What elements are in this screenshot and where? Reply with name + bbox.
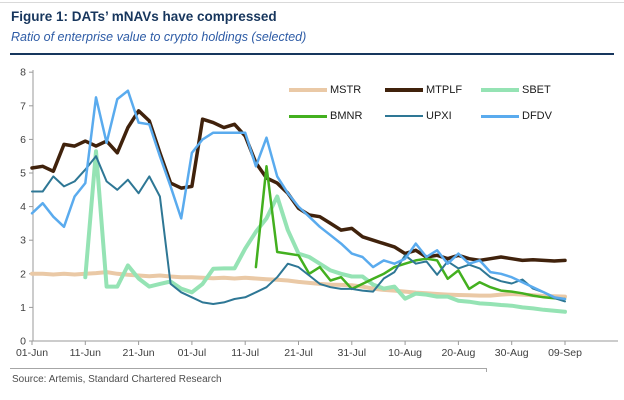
chart-legend: MSTR MTPLF SBET BMNR UPXI DFDV <box>289 77 578 129</box>
y-tick-label: 4 <box>20 201 26 213</box>
x-tick-label: 11-Jul <box>231 347 259 359</box>
legend-item-sbet: SBET <box>481 84 578 96</box>
y-tick-label: 5 <box>20 168 26 180</box>
y-tick-label: 7 <box>20 100 26 112</box>
legend-swatch-mtplf <box>385 88 423 92</box>
legend-label-dfdv: DFDV <box>522 110 552 122</box>
y-tick-label: 3 <box>20 235 26 247</box>
legend-swatch-sbet <box>481 88 519 92</box>
legend-swatch-bmnr <box>289 114 327 118</box>
x-tick-label: 20-Aug <box>441 347 475 359</box>
legend-label-mtplf: MTPLF <box>426 84 463 96</box>
source-divider-end <box>486 368 487 372</box>
legend-item-bmnr: BMNR <box>289 110 385 122</box>
source-note: Source: Artemis, Standard Chartered Rese… <box>12 374 222 385</box>
legend-item-dfdv: DFDV <box>481 110 578 122</box>
figure-title: Figure 1: DATs’ mNAVs have compressed <box>11 9 277 24</box>
x-tick-label: 01-Jul <box>178 347 207 359</box>
source-divider <box>10 368 487 369</box>
y-tick-label: 6 <box>20 134 26 146</box>
y-tick-label: 8 <box>20 67 26 79</box>
title-divider <box>10 53 614 55</box>
x-tick-label: 10-Aug <box>388 347 422 359</box>
legend-swatch-mstr <box>289 88 327 92</box>
legend-item-mstr: MSTR <box>289 84 385 96</box>
series-line-sbet <box>83 149 567 314</box>
x-tick-label: 21-Jul <box>284 347 313 359</box>
legend-item-mtplf: MTPLF <box>385 84 481 96</box>
series-line-mstr <box>30 270 567 299</box>
y-tick-label: 2 <box>20 268 26 280</box>
x-tick-label: 11-Jun <box>70 347 101 359</box>
legend-label-bmnr: BMNR <box>330 110 363 122</box>
series-line-bmnr <box>254 165 567 301</box>
legend-label-mstr: MSTR <box>330 84 362 96</box>
x-tick-label: 21-Jun <box>123 347 155 359</box>
top-border <box>0 2 624 3</box>
x-tick-label: 30-Aug <box>495 347 529 359</box>
legend-swatch-upxi <box>385 115 423 117</box>
x-tick-label: 09-Sep <box>548 347 582 359</box>
x-tick-label: 31-Jul <box>337 347 366 359</box>
legend-swatch-dfdv <box>481 114 519 118</box>
series-line-upxi <box>31 155 566 305</box>
legend-label-upxi: UPXI <box>426 110 452 122</box>
legend-item-upxi: UPXI <box>385 110 481 122</box>
legend-label-sbet: SBET <box>522 84 551 96</box>
series-line-dfdv <box>30 89 567 301</box>
y-tick-label: 1 <box>20 302 26 314</box>
x-tick-label: 01-Jun <box>16 347 48 359</box>
figure-subtitle: Ratio of enterprise value to crypto hold… <box>11 30 307 44</box>
y-tick-label: 0 <box>20 336 26 348</box>
